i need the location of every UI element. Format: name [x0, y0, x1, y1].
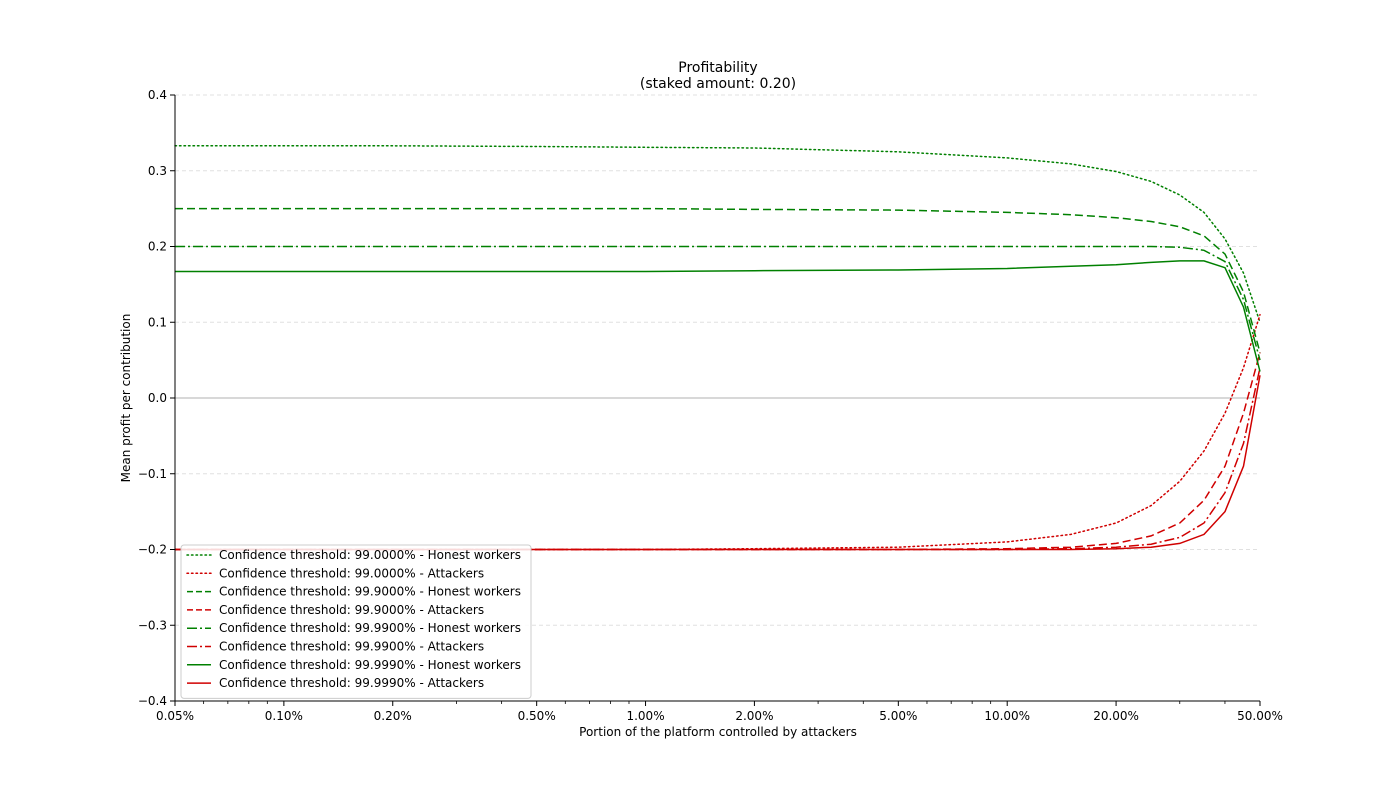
y-tick-label: −0.2 [138, 543, 167, 557]
x-axis-ticks: 0.05% 0.10% 0.20% 0.50% 1.00% 2.00% 5.00% 10.00… [156, 701, 1283, 723]
y-tick-label: 0.0 [148, 391, 167, 405]
series-line [175, 207, 1261, 353]
legend-entry: Confidence threshold: 99.9000% - Attacke… [219, 603, 484, 617]
legend-entry: Confidence threshold: 99.9990% - Attacke… [219, 676, 484, 690]
series-line [174, 313, 1261, 551]
y-tick-label: −0.3 [138, 618, 167, 632]
series-lines [174, 145, 1261, 551]
series-line [175, 260, 1261, 372]
series-line [175, 367, 1261, 551]
x-tick-label: 0.50% [518, 709, 556, 723]
y-axis-ticks: −0.4 −0.3 −0.2 −0.1 0.0 0.1 0.2 0.3 0.4 [138, 88, 175, 708]
series-line [175, 352, 1261, 551]
legend-entry: Confidence threshold: 99.9900% - Honest … [219, 621, 521, 635]
chart-title: Profitability [678, 60, 757, 76]
x-axis-label: Portion of the platform controlled by at… [579, 725, 857, 739]
legend-entry: Confidence threshold: 99.0000% - Honest … [219, 548, 521, 562]
chart-subtitle: (staked amount: 0.20) [640, 76, 796, 92]
x-tick-label: 0.05% [156, 709, 194, 723]
y-tick-label: 0.1 [148, 315, 167, 329]
y-tick-label: 0.2 [148, 240, 167, 254]
x-tick-label: 10.00% [984, 709, 1030, 723]
legend-entry: Confidence threshold: 99.9990% - Honest … [219, 658, 521, 672]
x-tick-label: 0.10% [265, 709, 303, 723]
y-tick-label: 0.3 [148, 164, 167, 178]
y-axis-label: Mean profit per contribution [119, 314, 133, 483]
series-line [175, 375, 1261, 551]
x-tick-label: 2.00% [735, 709, 773, 723]
legend-entry: Confidence threshold: 99.9900% - Attacke… [219, 640, 484, 654]
x-tick-label: 20.00% [1093, 709, 1139, 723]
series-line [174, 145, 1261, 324]
legend-entry: Confidence threshold: 99.0000% - Attacke… [219, 566, 484, 580]
legend: Confidence threshold: 99.0000% - Honest … [180, 544, 532, 699]
x-tick-label: 1.00% [626, 709, 664, 723]
x-tick-label: 0.20% [374, 709, 412, 723]
x-tick-label: 50.00% [1237, 709, 1283, 723]
x-tick-label: 5.00% [879, 709, 917, 723]
series-line [175, 245, 1261, 361]
legend-entry: Confidence threshold: 99.9000% - Honest … [219, 585, 521, 599]
y-tick-label: 0.4 [148, 88, 167, 102]
y-tick-label: −0.1 [138, 467, 167, 481]
y-tick-label: −0.4 [138, 694, 167, 708]
legend-items: Confidence threshold: 99.0000% - Honest … [186, 548, 521, 690]
legend-box [180, 544, 532, 699]
